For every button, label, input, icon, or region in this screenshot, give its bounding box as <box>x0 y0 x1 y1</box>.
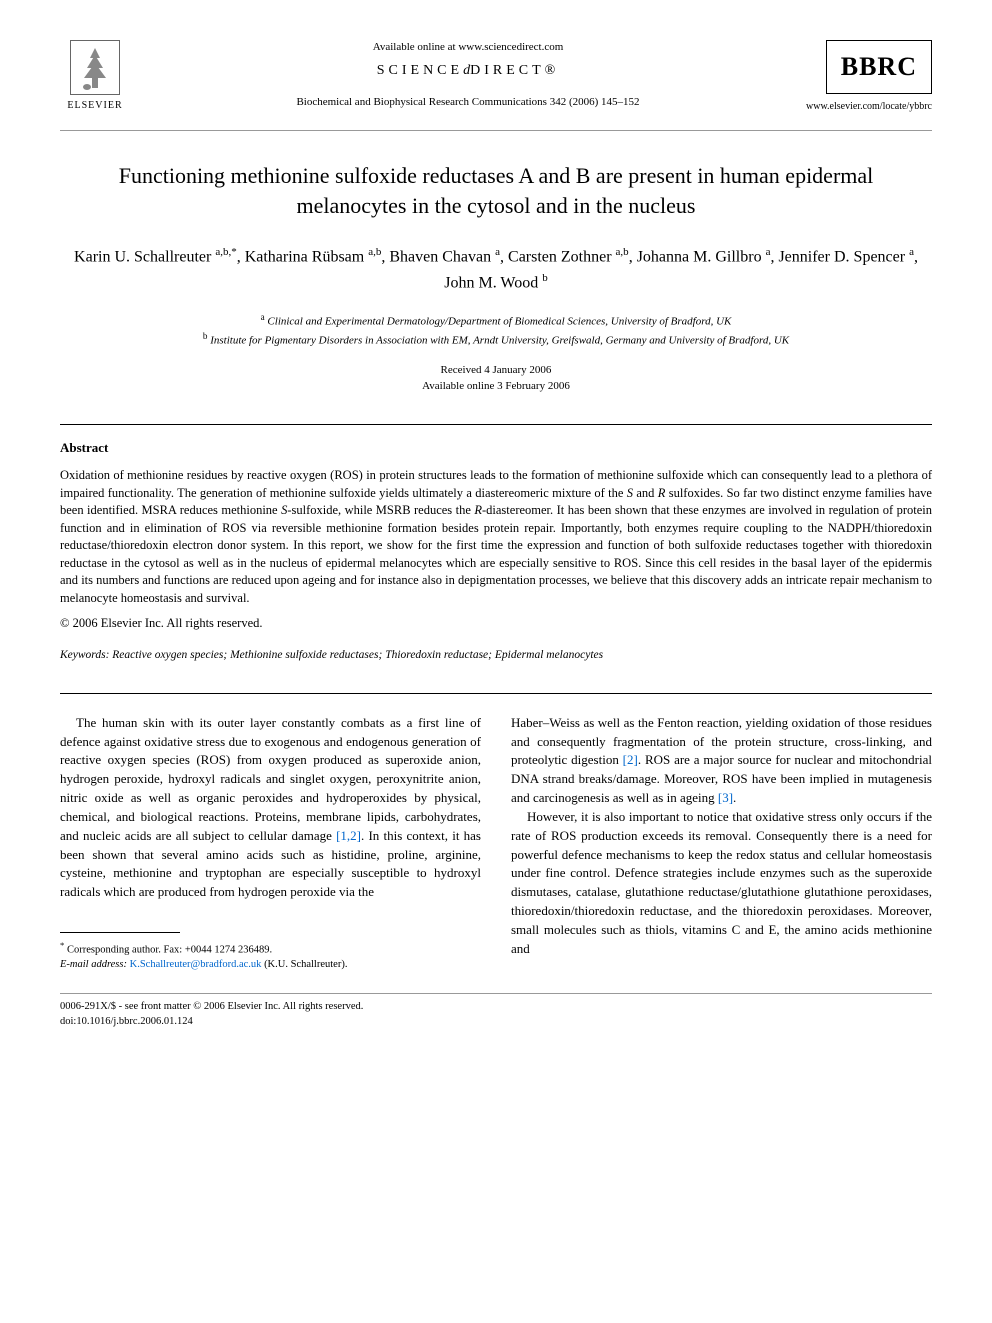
column-left: The human skin with its outer layer cons… <box>60 714 481 973</box>
corresponding-email: E-mail address: K.Schallreuter@bradford.… <box>60 958 481 973</box>
body-para-1: The human skin with its outer layer cons… <box>60 714 481 902</box>
ref-link[interactable]: [2] <box>623 752 638 767</box>
elsevier-label: ELSEVIER <box>67 99 122 113</box>
available-online-text: Available online at www.sciencedirect.co… <box>150 40 786 55</box>
footer-doi: doi:10.1016/j.bbrc.2006.01.124 <box>60 1015 932 1030</box>
affiliations: a Clinical and Experimental Dermatology/… <box>60 311 932 349</box>
abstract-top-divider <box>60 424 932 425</box>
ref-link[interactable]: [1,2] <box>336 828 361 843</box>
date-online: Available online 3 February 2006 <box>60 379 932 394</box>
body-para-1-cont: Haber–Weiss as well as the Fenton reacti… <box>511 714 932 808</box>
sd-prefix: SCIENCE <box>377 63 463 78</box>
abstract-heading: Abstract <box>60 439 932 457</box>
sd-suffix: DIRECT® <box>470 63 559 78</box>
elsevier-logo: ELSEVIER <box>60 40 130 120</box>
keywords-text: Reactive oxygen species; Methionine sulf… <box>112 649 603 661</box>
ref-link[interactable]: [3] <box>718 790 733 805</box>
article-title: Functioning methionine sulfoxide reducta… <box>100 161 892 220</box>
elsevier-tree-icon <box>70 40 120 95</box>
header: ELSEVIER Available online at www.science… <box>60 40 932 120</box>
column-right: Haber–Weiss as well as the Fenton reacti… <box>511 714 932 973</box>
abstract-body: Oxidation of methionine residues by reac… <box>60 467 932 607</box>
header-divider <box>60 130 932 131</box>
abstract-bottom-divider <box>60 693 932 694</box>
affiliation-a: a Clinical and Experimental Dermatology/… <box>60 311 932 330</box>
email-link[interactable]: K.Schallreuter@bradford.ac.uk <box>130 959 262 970</box>
footer-divider <box>60 993 932 994</box>
footer-front-matter: 0006-291X/$ - see front matter © 2006 El… <box>60 1000 932 1015</box>
authors: Karin U. Schallreuter a,b,*, Katharina R… <box>60 244 932 295</box>
footnote: * Corresponding author. Fax: +0044 1274 … <box>60 939 481 973</box>
bbrc-logo: BBRC <box>826 40 932 94</box>
bbrc-box: BBRC www.elsevier.com/locate/ybbrc <box>806 40 932 114</box>
journal-reference: Biochemical and Biophysical Research Com… <box>150 95 786 110</box>
keywords-label: Keywords: <box>60 649 109 661</box>
body-para-2: However, it is also important to notice … <box>511 808 932 959</box>
body-columns: The human skin with its outer layer cons… <box>60 714 932 973</box>
affiliation-b: b Institute for Pigmentary Disorders in … <box>60 330 932 349</box>
journal-url: www.elsevier.com/locate/ybbrc <box>806 100 932 114</box>
date-received: Received 4 January 2006 <box>60 363 932 378</box>
science-direct-logo: SCIENCEdDIRECT® <box>150 61 786 81</box>
keywords: Keywords: Reactive oxygen species; Methi… <box>60 647 932 663</box>
corresponding-author: * Corresponding author. Fax: +0044 1274 … <box>60 939 481 958</box>
dates: Received 4 January 2006 Available online… <box>60 363 932 394</box>
footnote-divider <box>60 932 180 933</box>
header-center: Available online at www.sciencedirect.co… <box>130 40 806 110</box>
footer: 0006-291X/$ - see front matter © 2006 El… <box>60 1000 932 1029</box>
abstract-copyright: © 2006 Elsevier Inc. All rights reserved… <box>60 615 932 633</box>
